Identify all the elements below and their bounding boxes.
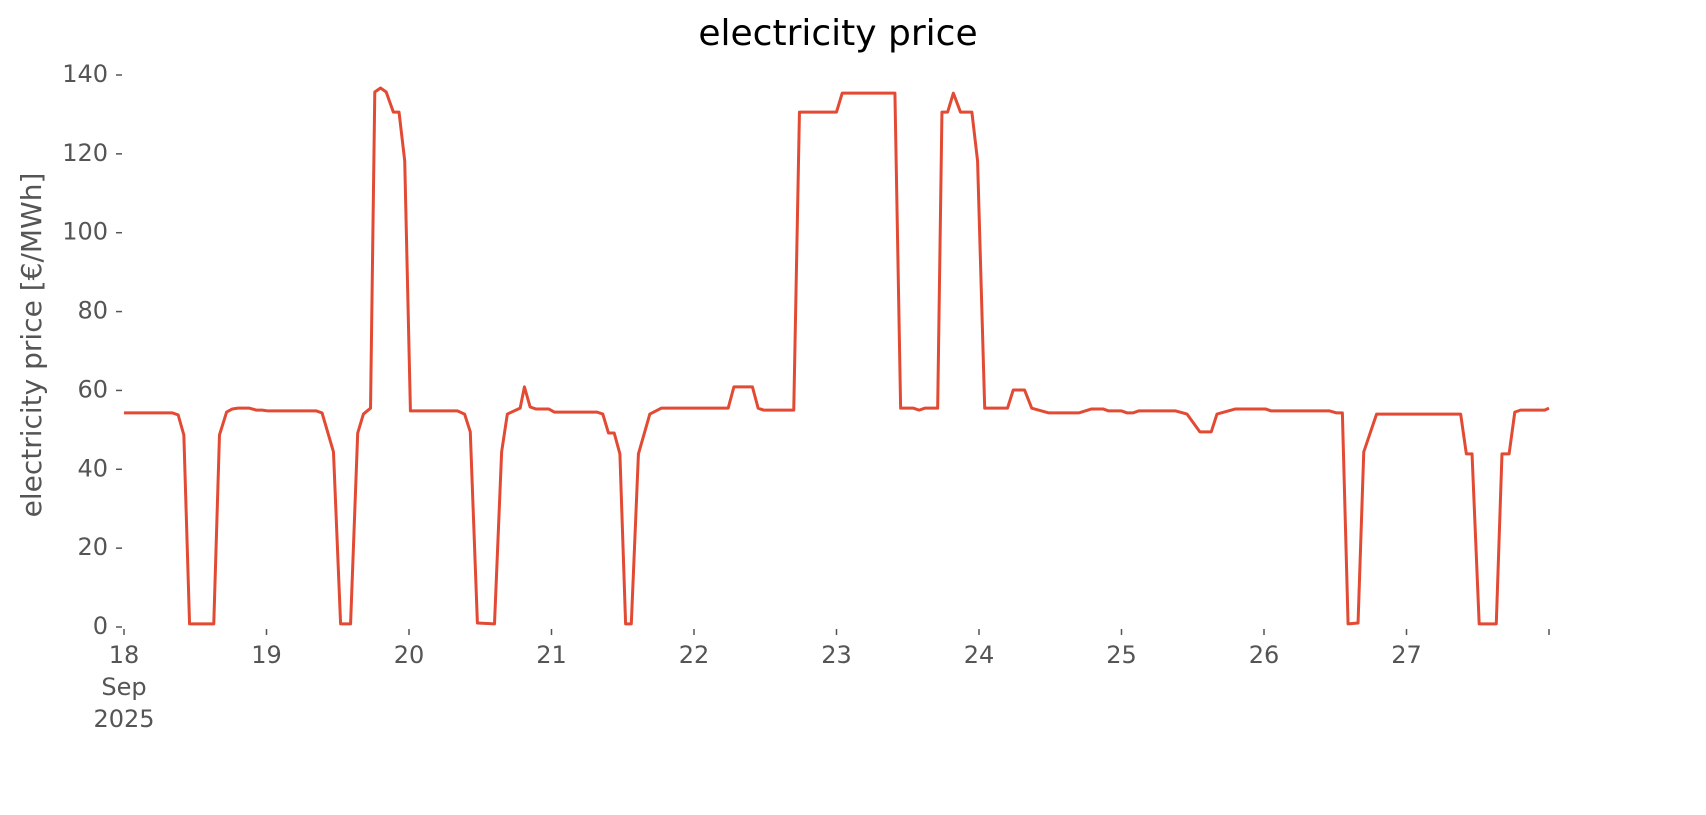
y-tick-label: 140	[62, 60, 108, 88]
y-tick-label: 20	[77, 533, 108, 561]
y-tick-label: 40	[77, 454, 108, 482]
y-tick-label: 80	[77, 297, 108, 325]
x-tick-label: 27	[1391, 641, 1422, 669]
x-tick-label: 26	[1248, 641, 1280, 669]
x-tick-label: 19	[251, 641, 282, 669]
y-tick-label: 100	[62, 218, 108, 246]
y-tick-label: 120	[62, 139, 108, 167]
x-tick-label: 18 Sep 2025	[93, 641, 155, 733]
x-tick-label: 21	[536, 641, 567, 669]
x-tick-label: 22	[678, 641, 710, 669]
y-tick-label: 60	[77, 375, 108, 403]
x-tick-label: 25	[1106, 641, 1137, 669]
y-tick-label: 0	[93, 612, 108, 640]
y-axis-label: electricity price [€/MWh]	[15, 173, 48, 518]
x-tick-label: 23	[821, 641, 852, 669]
x-tick-label: 24	[963, 641, 995, 669]
chart-title: electricity price	[698, 13, 977, 54]
data-line	[124, 86, 1550, 626]
x-tick-label: 20	[393, 641, 425, 669]
